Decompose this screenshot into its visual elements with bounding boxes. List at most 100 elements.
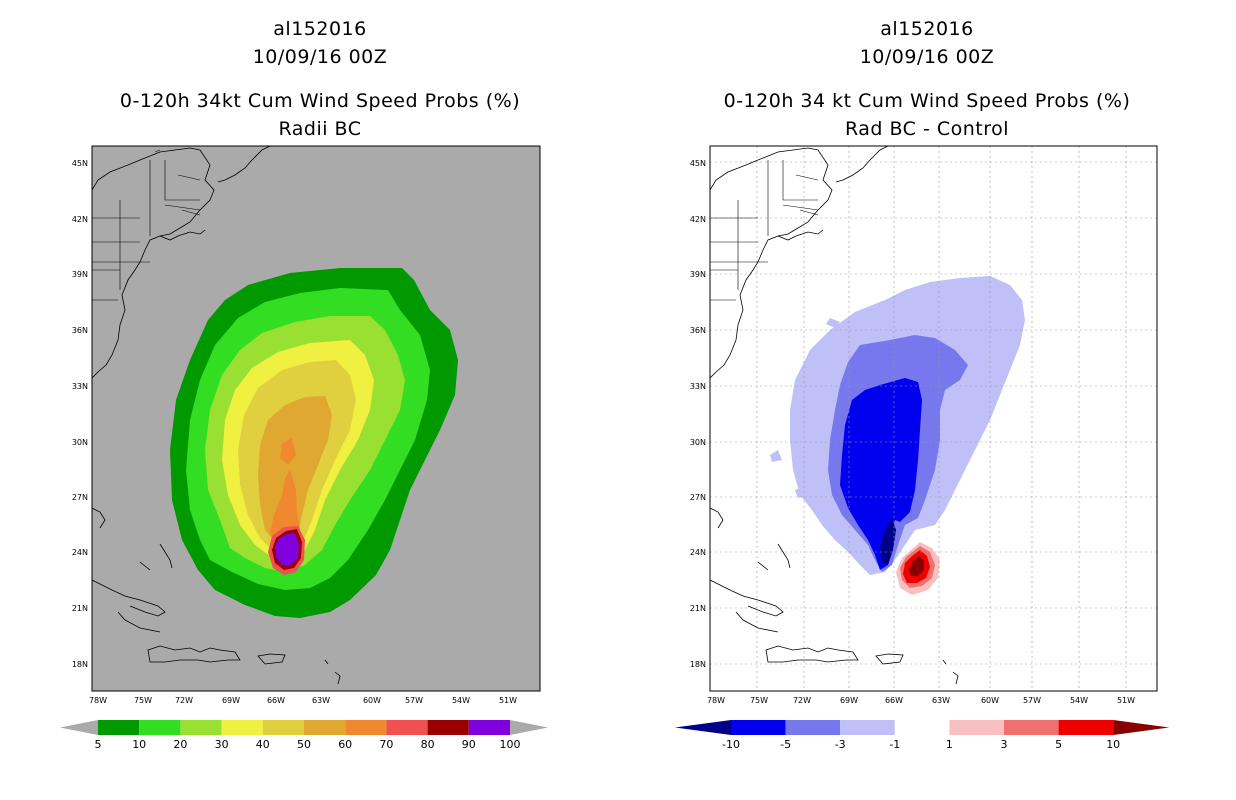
- left-coastline: [92, 146, 341, 685]
- left-lat-label: 18N: [72, 660, 88, 669]
- diff-over-plus10: [909, 556, 924, 576]
- left-lat-label: 33N: [72, 382, 88, 391]
- right-lon-label: 72W: [793, 696, 811, 705]
- left-colorbar-swatch: [386, 720, 428, 735]
- right-lat-label: 21N: [690, 604, 706, 613]
- right-colorbar-label: -5: [780, 738, 791, 751]
- left-colorbar-swatch: [98, 720, 140, 735]
- right-lon-label: 51W: [1117, 696, 1135, 705]
- left-lon-label: 72W: [175, 696, 193, 705]
- right-colorbar: -10 -5 -3 -1 1 3 5 10: [675, 720, 1170, 751]
- left-colorbar-swatch: [304, 720, 346, 735]
- left-lat-label: 42N: [72, 215, 88, 224]
- right-lon-label: 57W: [1023, 696, 1041, 705]
- left-colorbar-swatch: [262, 720, 304, 735]
- left-lat-ticks: 45N 42N 39N 36N 33N 30N 27N 24N 21N 18N: [72, 159, 88, 669]
- left-lon-label: 54W: [452, 696, 470, 705]
- right-difference-contours: [710, 146, 1157, 691]
- right-lat-label: 39N: [690, 270, 706, 279]
- left-lat-label: 36N: [72, 326, 88, 335]
- right-colorbar-label: -1: [889, 738, 900, 751]
- left-colorbar-swatch: [468, 720, 510, 735]
- right-lon-label: 78W: [707, 696, 725, 705]
- right-colorbar-swatch: [731, 720, 786, 735]
- left-lon-label: 66W: [267, 696, 285, 705]
- right-product-title: 0-120h 34 kt Cum Wind Speed Probs (%): [723, 90, 1131, 112]
- right-date: 10/09/16 00Z: [859, 46, 995, 68]
- left-lon-label: 51W: [499, 696, 517, 705]
- left-colorbar-label: 50: [297, 738, 311, 751]
- left-lat-label: 30N: [72, 438, 88, 447]
- left-product-title: 0-120h 34kt Cum Wind Speed Probs (%): [119, 90, 521, 112]
- right-colorbar-label: -10: [722, 738, 740, 751]
- right-colorbar-label: 1: [946, 738, 953, 751]
- right-colorbar-label: 5: [1055, 738, 1062, 751]
- left-state-borders: [92, 149, 201, 301]
- left-lon-label: 60W: [363, 696, 381, 705]
- left-date: 10/09/16 00Z: [252, 46, 388, 68]
- left-colorbar-label: 80: [421, 738, 435, 751]
- right-lat-label: 36N: [690, 326, 706, 335]
- left-colorbar-label: 20: [173, 738, 187, 751]
- left-colorbar-label: 70: [379, 738, 393, 751]
- left-colorbar-label: 10: [132, 738, 146, 751]
- left-lat-label: 45N: [72, 159, 88, 168]
- prob-90-100: [275, 533, 299, 565]
- diff-minus10-plus: [880, 518, 896, 565]
- right-map-frame: [709, 145, 1158, 692]
- right-lon-label: 60W: [981, 696, 999, 705]
- left-colorbar-label: 60: [338, 738, 352, 751]
- left-colorbar-swatch: [427, 720, 469, 735]
- left-lon-label: 63W: [312, 696, 330, 705]
- left-colorbar-label: 30: [215, 738, 229, 751]
- left-lon-label: 78W: [89, 696, 107, 705]
- right-lon-label: 54W: [1070, 696, 1088, 705]
- left-subtitle: Radii BC: [278, 118, 362, 140]
- left-probability-contours: [92, 146, 458, 685]
- left-lat-label: 39N: [72, 270, 88, 279]
- left-lon-ticks: 78W 75W 72W 69W 66W 63W 60W 57W 54W 51W: [89, 696, 517, 705]
- left-lat-label: 24N: [72, 548, 88, 557]
- right-lon-label: 66W: [885, 696, 903, 705]
- left-lat-label: 27N: [72, 493, 88, 502]
- right-lat-label: 24N: [690, 548, 706, 557]
- left-lon-label: 75W: [134, 696, 152, 705]
- right-state-borders: [710, 160, 819, 301]
- right-lat-label: 27N: [690, 493, 706, 502]
- right-colorbar-swatch: [840, 720, 895, 735]
- right-coastline: [710, 146, 959, 685]
- left-colorbar-arrow-high: [510, 720, 548, 735]
- left-colorbar-label: 100: [500, 738, 521, 751]
- right-lat-label: 18N: [690, 660, 706, 669]
- right-colorbar-swatch: [894, 720, 950, 735]
- left-lon-label: 69W: [222, 696, 240, 705]
- left-map: 78W 75W 72W 69W 66W 63W 60W 57W 54W 51W …: [72, 145, 541, 705]
- left-colorbar-arrow-low: [60, 720, 98, 735]
- left-colorbar-label: 5: [95, 738, 102, 751]
- left-colorbar-swatch: [139, 720, 181, 735]
- right-lat-label: 45N: [690, 159, 706, 168]
- right-colorbar-swatch: [1058, 720, 1114, 735]
- left-storm-id: al152016: [273, 18, 367, 40]
- right-colorbar-label: 10: [1106, 738, 1120, 751]
- right-subtitle: Rad BC - Control: [844, 118, 1010, 140]
- right-lat-label: 33N: [690, 382, 706, 391]
- right-colorbar-swatch: [1004, 720, 1059, 735]
- right-colorbar-swatch: [785, 720, 841, 735]
- left-colorbar-swatch: [221, 720, 263, 735]
- right-lon-label: 63W: [932, 696, 950, 705]
- right-lat-label: 42N: [690, 215, 706, 224]
- right-map: 78W 75W 72W 69W 66W 63W 60W 57W 54W 51W …: [690, 145, 1158, 705]
- left-colorbar-label: 40: [256, 738, 270, 751]
- diff-minus5-minus10: [840, 378, 922, 570]
- right-colorbar-swatch: [949, 720, 1004, 735]
- left-colorbar: 5 10 20 30 40 50 60 70 80 90 100: [60, 720, 548, 751]
- right-lon-label: 69W: [840, 696, 858, 705]
- left-map-frame: [91, 145, 541, 692]
- left-colorbar-label: 90: [462, 738, 476, 751]
- right-colorbar-arrow-high: [1113, 720, 1170, 735]
- left-colorbar-swatch: [345, 720, 387, 735]
- right-lon-ticks: 78W 75W 72W 69W 66W 63W 60W 57W 54W 51W: [707, 696, 1135, 705]
- right-colorbar-arrow-low: [675, 720, 731, 735]
